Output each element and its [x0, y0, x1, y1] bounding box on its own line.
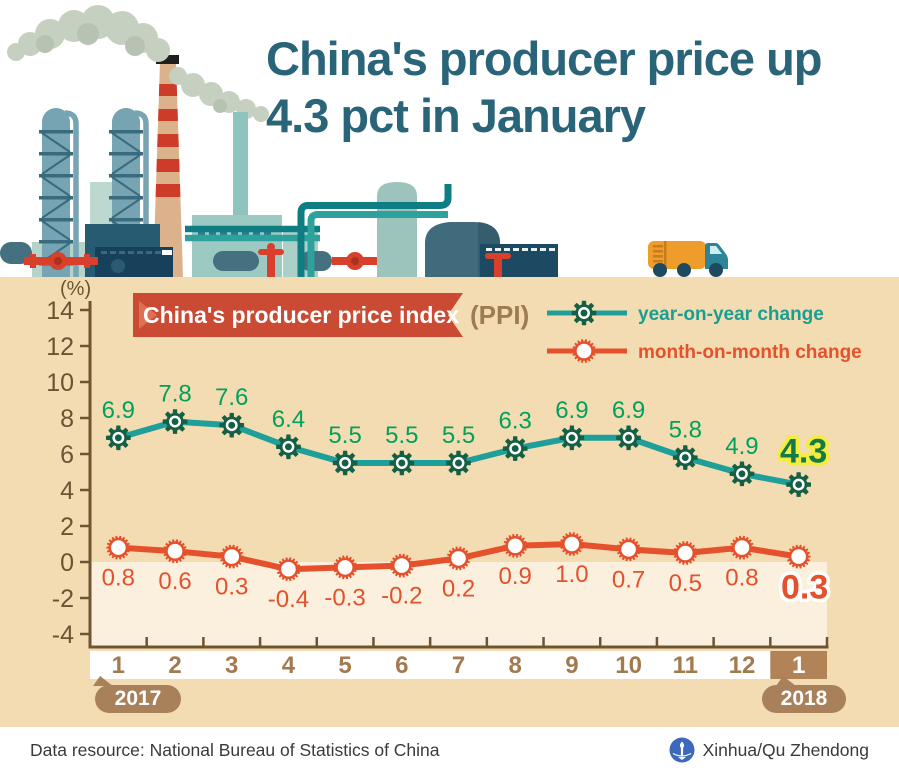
year-tag-2018: 2018	[762, 676, 846, 713]
yoy-gear-marker-icon	[571, 300, 597, 326]
yoy-gear-marker-icon	[219, 412, 245, 438]
yoy-value-label: 5.5	[442, 422, 475, 449]
yoy-value-label: 5.8	[669, 417, 702, 444]
legend-mom-label: month-on-month change	[638, 342, 862, 363]
y-tick-label: 0	[60, 549, 74, 577]
year-2017-label: 2017	[115, 687, 162, 710]
yoy-value-label: 6.4	[272, 406, 305, 433]
chart-title-badge: China's producer price index (PPI)	[133, 293, 529, 337]
title-line-2: 4.3 pct in January	[266, 89, 646, 143]
month-label: 8	[509, 652, 522, 679]
page-title: China's producer price up 4.3 pct in Jan…	[266, 30, 886, 145]
factory-illustration	[0, 5, 728, 277]
month-label: 4	[282, 652, 296, 679]
credit-text: Xinhua/Qu Zhendong	[702, 739, 869, 760]
mom-value-label: 0.6	[158, 568, 191, 595]
title-line-1: China's producer price up	[266, 32, 823, 85]
dark-factory-building	[85, 224, 173, 277]
legend-yoy-label: year-on-year change	[638, 304, 824, 325]
yoy-value-label: 6.9	[555, 397, 588, 424]
data-source: Data resource: National Bureau of Statis…	[30, 739, 440, 760]
y-tick-label: 2	[60, 513, 74, 541]
month-label: 1	[112, 652, 125, 679]
year-2018-label: 2018	[781, 687, 828, 710]
month-label: 12	[729, 652, 756, 679]
mom-value-label: 0.8	[102, 565, 135, 592]
mom-value-label: 0.2	[442, 575, 475, 602]
y-tick-label: 6	[60, 441, 74, 469]
month-label: 6	[395, 652, 408, 679]
cylinder-tank	[377, 182, 417, 277]
yoy-gear-marker-icon	[446, 450, 471, 476]
footer: Data resource: National Bureau of Statis…	[0, 727, 899, 773]
mom-value-label: -0.3	[324, 584, 365, 611]
mom-value-label: 0.7	[612, 566, 645, 593]
month-label: 7	[452, 652, 465, 679]
yoy-gear-marker-icon	[502, 436, 528, 461]
badge-label: China's producer price index	[143, 302, 459, 328]
yoy-value-label: 4.9	[725, 433, 758, 460]
mom-highlight-label: 0.3	[781, 569, 828, 607]
badge-suffix: (PPI)	[470, 300, 529, 330]
credit: Xinhua/Qu Zhendong	[669, 737, 869, 763]
y-tick-label: 8	[60, 405, 74, 433]
month-label: 5	[338, 652, 351, 679]
chart-legend: year-on-year change month-on-month chang…	[547, 300, 862, 363]
mom-value-label: 1.0	[555, 561, 588, 588]
yoy-value-label: 5.5	[328, 422, 361, 449]
yoy-value-label: 6.9	[612, 397, 645, 424]
yoy-gear-marker-icon	[786, 472, 811, 497]
yoy-value-label: 5.5	[385, 422, 418, 449]
y-tick-label: -2	[52, 585, 74, 613]
mom-value-label: 0.3	[215, 574, 248, 601]
yoy-value-label: 6.3	[499, 408, 532, 435]
yoy-gear-marker-icon	[162, 409, 188, 434]
navy-warehouse	[480, 244, 558, 277]
yoy-value-label: 7.6	[215, 384, 248, 411]
smoke-clouds	[7, 5, 269, 122]
month-label: 9	[565, 652, 578, 679]
unit-label: (%)	[60, 278, 91, 300]
month-label: 3	[225, 652, 238, 679]
yoy-gear-marker-icon	[672, 445, 698, 470]
below-zero-region	[90, 562, 827, 647]
yoy-highlight-label: 4.3	[780, 433, 827, 471]
yoy-gear-marker-icon	[616, 425, 641, 451]
month-highlight-cell	[770, 651, 827, 679]
y-tick-label: 4	[60, 477, 74, 505]
month-label: 10	[615, 652, 642, 679]
mom-value-label: 0.9	[499, 563, 532, 590]
yoy-gear-marker-icon	[332, 450, 358, 476]
year-tag-2017: 2017	[93, 676, 181, 713]
yoy-gear-marker-icon	[276, 434, 301, 460]
mom-value-label: -0.4	[268, 586, 309, 613]
yoy-gear-marker-icon	[106, 425, 131, 451]
mom-value-label: -0.2	[381, 583, 422, 610]
y-tick-label: 14	[46, 297, 74, 325]
yoy-value-label: 6.9	[102, 397, 135, 424]
month-label: 2	[168, 652, 181, 679]
ribbon-fold-icon	[139, 301, 157, 329]
month-label: 1	[792, 652, 805, 679]
pipes-upper	[297, 184, 452, 277]
y-tick-label: 10	[46, 369, 74, 397]
xinhua-logo-icon	[669, 737, 695, 763]
mom-value-label: 0.5	[669, 570, 702, 597]
mom-value-label: 0.8	[725, 565, 758, 592]
yoy-gear-marker-icon	[559, 425, 585, 451]
delivery-truck	[648, 241, 728, 277]
month-strip	[90, 651, 827, 679]
month-label: 11	[673, 652, 698, 679]
chart-panel: -4 -2 0 2 4 6 8 10 12 14 1 2 3 4 5 6 7 8 9 10 11 12 1 6.9 7.8 7.6…	[0, 277, 899, 727]
yoy-gear-marker-icon	[389, 450, 415, 476]
y-tick-label: 12	[46, 333, 74, 361]
yoy-value-label: 7.8	[158, 381, 191, 408]
y-tick-label: -4	[52, 621, 74, 649]
yoy-gear-marker-icon	[729, 461, 755, 487]
